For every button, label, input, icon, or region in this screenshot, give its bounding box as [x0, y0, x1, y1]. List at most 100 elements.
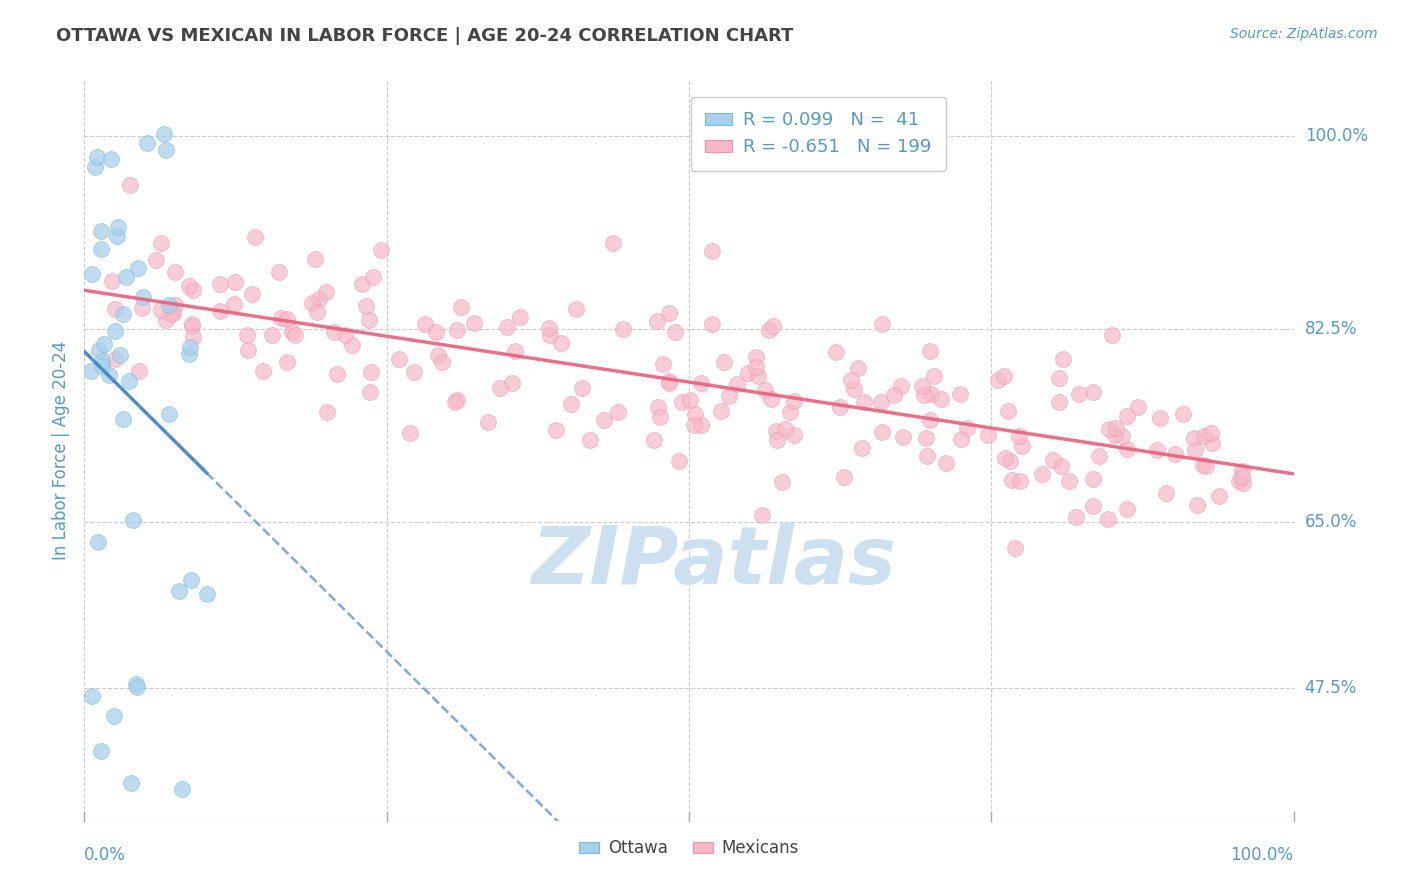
Point	[446, 323, 468, 337]
Point	[912, 388, 935, 402]
Point	[316, 404, 339, 418]
Point	[135, 136, 157, 150]
Point	[759, 392, 782, 406]
Point	[181, 318, 204, 333]
Point	[82, 690, 104, 704]
Point	[1194, 428, 1216, 442]
Point	[1052, 352, 1074, 367]
Point	[929, 392, 952, 407]
Point	[463, 316, 485, 330]
Point	[683, 407, 706, 421]
Point	[270, 311, 292, 326]
Point	[602, 236, 624, 251]
Point	[105, 228, 128, 243]
Point	[86, 535, 108, 549]
Point	[155, 143, 177, 157]
Point	[658, 376, 681, 391]
Point	[565, 301, 588, 316]
Point	[90, 224, 112, 238]
Point	[305, 305, 328, 319]
Point	[195, 587, 218, 601]
Point	[80, 364, 103, 378]
Point	[208, 303, 231, 318]
Point	[935, 457, 957, 471]
Point	[842, 382, 865, 396]
Point	[606, 405, 628, 419]
Point	[758, 323, 780, 337]
Point	[165, 298, 187, 312]
Point	[370, 243, 392, 257]
Point	[335, 327, 357, 342]
Point	[891, 430, 914, 444]
Point	[425, 325, 447, 339]
Point	[725, 377, 748, 392]
Point	[260, 328, 283, 343]
Point	[165, 264, 187, 278]
Point	[1230, 470, 1253, 484]
Point	[82, 267, 104, 281]
Point	[101, 274, 124, 288]
Point	[718, 389, 741, 403]
Point	[125, 681, 148, 695]
Point	[183, 330, 205, 344]
Point	[1195, 458, 1218, 473]
Point	[700, 317, 723, 331]
Point	[1057, 475, 1080, 489]
Point	[157, 407, 180, 421]
Text: 65.0%: 65.0%	[1305, 513, 1357, 532]
Point	[167, 584, 190, 599]
Point	[1069, 387, 1091, 401]
Point	[550, 336, 572, 351]
Point	[326, 367, 349, 381]
Point	[132, 290, 155, 304]
Point	[1171, 407, 1194, 421]
Point	[388, 351, 411, 366]
Point	[745, 360, 768, 375]
Point	[1097, 511, 1119, 525]
Point	[104, 302, 127, 317]
Point	[579, 433, 602, 447]
Point	[153, 127, 176, 141]
Point	[754, 383, 776, 397]
Point	[571, 381, 593, 395]
Point	[994, 450, 1017, 465]
Point	[852, 394, 875, 409]
Point	[668, 454, 690, 468]
Point	[782, 394, 804, 409]
Point	[155, 312, 177, 326]
Point	[124, 677, 146, 691]
Point	[267, 265, 290, 279]
Point	[1031, 467, 1053, 481]
Point	[1199, 425, 1222, 440]
Point	[281, 325, 304, 339]
Point	[495, 319, 517, 334]
Point	[107, 220, 129, 235]
Point	[1208, 489, 1230, 503]
Point	[1001, 473, 1024, 487]
Point	[477, 415, 499, 429]
Point	[1149, 411, 1171, 425]
Point	[765, 425, 787, 439]
Point	[98, 368, 121, 382]
Point	[104, 324, 127, 338]
Point	[90, 744, 112, 758]
Point	[359, 313, 381, 327]
Point	[115, 269, 138, 284]
Point	[593, 412, 616, 426]
Text: 100.0%: 100.0%	[1230, 846, 1294, 863]
Point	[1201, 435, 1223, 450]
Point	[89, 343, 111, 357]
Point	[948, 387, 970, 401]
Point	[159, 298, 181, 312]
Point	[918, 344, 941, 359]
Point	[427, 348, 450, 362]
Point	[987, 373, 1010, 387]
Point	[658, 374, 681, 388]
Point	[340, 338, 363, 352]
Point	[779, 405, 801, 419]
Point	[276, 355, 298, 369]
Point	[323, 325, 346, 339]
Point	[1008, 474, 1031, 488]
Text: Source: ZipAtlas.com: Source: ZipAtlas.com	[1230, 27, 1378, 41]
Text: 82.5%: 82.5%	[1305, 320, 1357, 338]
